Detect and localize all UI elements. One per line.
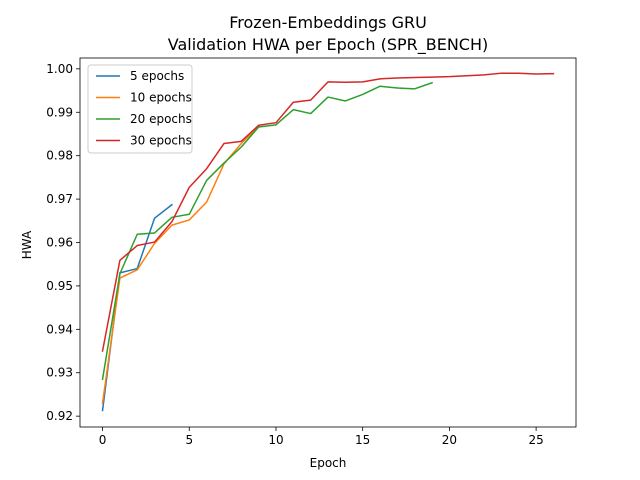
legend: 5 epochs 10 epochs 20 epochs 30 epochs	[87, 64, 193, 154]
y-axis-label: HWA	[20, 230, 34, 259]
y-tick-label: 0.95	[46, 279, 73, 293]
chart-title: Frozen-Embeddings GRU	[229, 13, 427, 32]
chart-subtitle: Validation HWA per Epoch (SPR_BENCH)	[168, 35, 489, 55]
y-tick-label: 0.99	[46, 105, 73, 119]
y-tick-label: 0.94	[46, 322, 73, 336]
legend-label-4: 30 epochs	[130, 134, 192, 148]
series-line-3	[101, 81, 434, 381]
x-tick-label: 10	[268, 433, 283, 447]
y-tick-label: 0.96	[46, 236, 73, 250]
legend-label-2: 10 epochs	[130, 91, 192, 105]
x-tick-label: 0	[99, 433, 107, 447]
plot-lines	[101, 72, 555, 412]
x-tick-label: 25	[528, 433, 543, 447]
y-tick-label: 0.97	[46, 192, 73, 206]
y-tick-label: 0.93	[46, 366, 73, 380]
series-line-4	[101, 72, 555, 352]
y-axis: 0.92 0.93 0.94 0.95 0.96 0.97 0.98 0.99 1.00	[46, 62, 80, 423]
y-tick-label: 1.00	[46, 62, 73, 76]
x-tick-label: 5	[185, 433, 193, 447]
legend-label-3: 20 epochs	[130, 112, 192, 126]
y-tick-label: 0.92	[46, 409, 73, 423]
y-tick-label: 0.98	[46, 149, 73, 163]
x-axis-label: Epoch	[310, 456, 347, 470]
x-tick-label: 20	[442, 433, 457, 447]
series-line-2	[101, 125, 260, 404]
legend-box	[87, 64, 193, 154]
x-axis: 0 5 10 15 20 25	[99, 427, 544, 447]
legend-label-1: 5 epochs	[130, 69, 184, 83]
x-tick-label: 15	[355, 433, 370, 447]
